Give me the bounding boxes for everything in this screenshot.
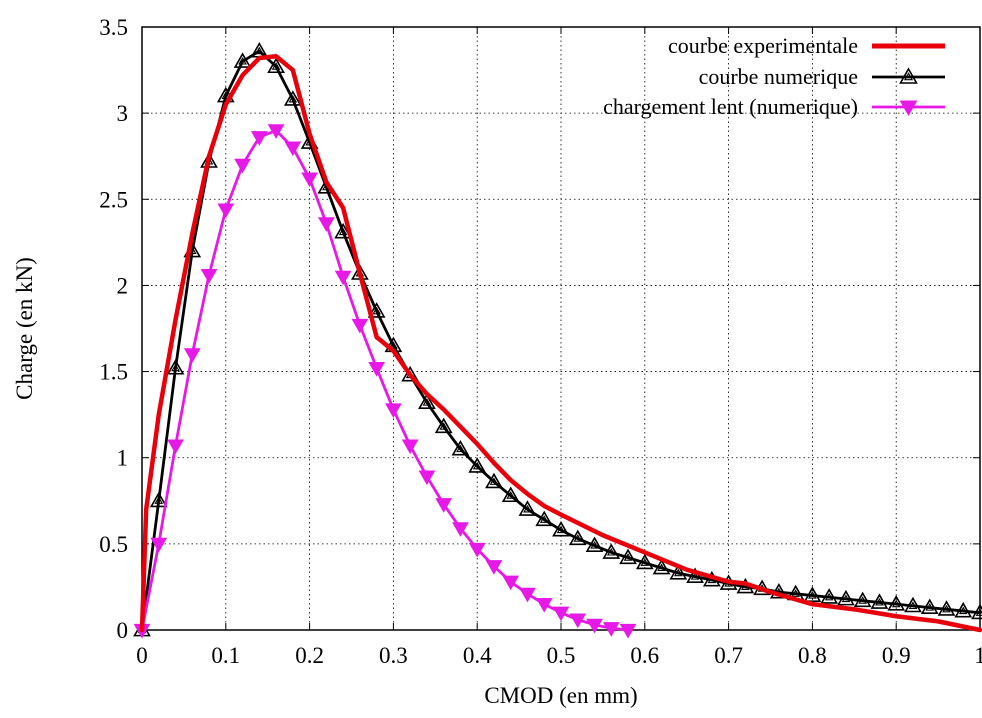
data-point — [621, 624, 636, 637]
legend-item-0: courbe experimentale — [668, 33, 945, 58]
data-point — [503, 576, 518, 589]
data-point — [403, 440, 418, 453]
y-tick-label: 1 — [117, 446, 129, 471]
data-point — [168, 440, 183, 453]
y-tick-label: 0 — [117, 618, 129, 643]
series-line — [142, 130, 628, 630]
x-tick-label: 0.1 — [211, 643, 240, 668]
data-point — [235, 159, 250, 172]
data-point — [352, 319, 367, 332]
legend-label: chargement lent (numerique) — [603, 94, 858, 119]
data-point — [185, 349, 200, 362]
y-tick-label: 3 — [117, 101, 129, 126]
y-tick-label: 3.5 — [99, 15, 128, 40]
legend-item-1: courbe numerique — [699, 64, 945, 89]
data-point — [386, 404, 401, 417]
x-tick-label: 0.6 — [630, 643, 659, 668]
legend: courbe experimentale courbe numerique char… — [603, 33, 945, 119]
data-point — [302, 173, 317, 186]
x-tick-label: 0.8 — [798, 643, 827, 668]
legend-label: courbe numerique — [699, 64, 858, 89]
data-point — [319, 218, 334, 231]
data-point — [369, 363, 384, 376]
data-point — [336, 271, 351, 284]
x-tick-label: 0.4 — [463, 643, 492, 668]
data-point — [218, 204, 233, 217]
x-tick-label: 0.9 — [882, 643, 911, 668]
x-tick-label: 1 — [974, 643, 982, 668]
legend-label: courbe experimentale — [668, 33, 858, 58]
x-tick-label: 0.7 — [714, 643, 743, 668]
y-tick-label: 2.5 — [99, 187, 128, 212]
legend-item-2: chargement lent (numerique) — [603, 94, 945, 119]
x-tick-label: 0.2 — [295, 643, 324, 668]
x-tick-label: 0.3 — [379, 643, 408, 668]
data-point — [419, 471, 434, 484]
series-group — [135, 44, 982, 638]
y-tick-label: 2 — [117, 273, 129, 298]
y-tick-label: 1.5 — [99, 360, 128, 385]
data-point — [520, 588, 535, 601]
data-point — [252, 132, 267, 145]
data-point — [285, 142, 300, 155]
x-axis-label: CMOD (en mm) — [484, 683, 637, 708]
series-line — [142, 51, 980, 630]
data-point — [537, 599, 552, 612]
series-2 — [135, 125, 636, 638]
x-tick-label: 0 — [136, 643, 148, 668]
y-tick-label: 0.5 — [99, 532, 128, 557]
data-point — [202, 269, 217, 282]
y-axis-label: Charge (en kN) — [12, 257, 37, 400]
x-tick-label: 0.5 — [547, 643, 576, 668]
